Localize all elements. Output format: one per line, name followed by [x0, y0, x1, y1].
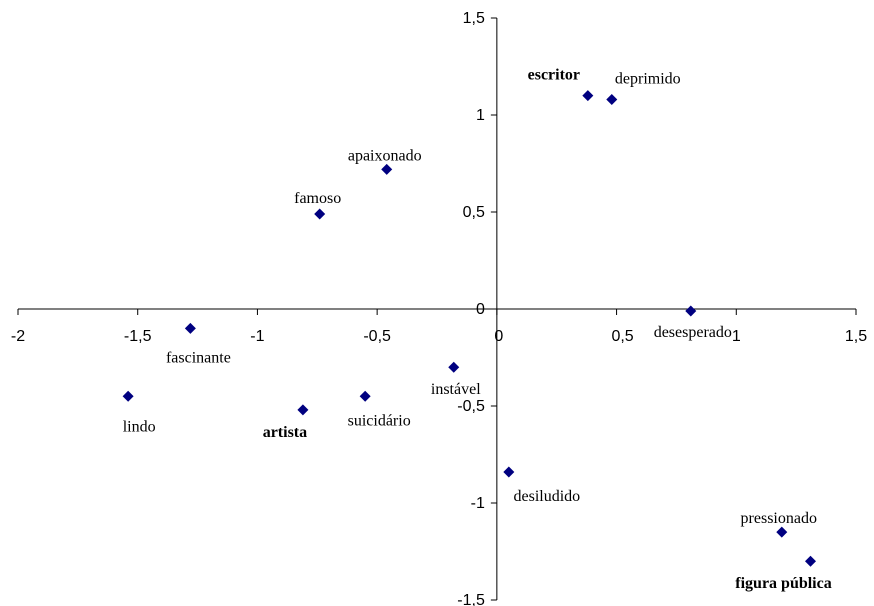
x-tick-label: 1 [732, 328, 741, 345]
x-tick-label: 0,5 [611, 328, 633, 345]
x-tick-label: 0 [494, 328, 503, 345]
data-point-label: lindo [123, 418, 156, 435]
data-points: escritor deprimido apaixonado famoso desespe… [122, 67, 832, 592]
data-point-marker [582, 90, 594, 102]
data-point-marker [503, 466, 515, 478]
data-point-marker [122, 390, 134, 402]
axes [17, 17, 857, 601]
data-point-label: escritor [528, 67, 580, 84]
data-point-label: instável [431, 381, 481, 398]
y-tick-label: 0 [476, 301, 485, 318]
data-point-marker [606, 93, 618, 105]
data-point-marker [685, 305, 697, 317]
data-point-label: famoso [294, 190, 341, 207]
data-point-marker [805, 555, 817, 567]
data-point-marker [776, 526, 788, 538]
x-tick-label: 1,5 [845, 328, 867, 345]
y-tick-label: -1 [471, 495, 485, 512]
data-point-label: desesperado [654, 324, 732, 341]
data-point-label: apaixonado [348, 147, 422, 164]
data-point-marker [359, 390, 371, 402]
data-point-marker [381, 163, 393, 175]
data-point-label: fascinante [166, 349, 231, 366]
y-tick-label: 1 [476, 107, 485, 124]
x-tick-label: -0,5 [363, 328, 391, 345]
data-point-label: suicidário [348, 412, 411, 429]
y-tick-label: 1,5 [463, 10, 485, 27]
data-point-label: figura pública [735, 575, 831, 592]
data-point-label: desiludido [513, 488, 580, 505]
x-tick-label: -1,5 [124, 328, 152, 345]
data-point-marker [448, 361, 460, 373]
data-point-marker [184, 322, 196, 334]
tick-labels: -2 -1,5 -1 -0,5 0 0,5 1 1,5 -1,5 -1 -0,5 0 0,5 1 1,5 [11, 10, 867, 606]
data-point-label: artista [263, 424, 307, 441]
data-point-marker [297, 404, 309, 416]
data-point-marker [314, 208, 326, 220]
y-tick-label: 0,5 [463, 204, 485, 221]
x-tick-label: -1 [250, 328, 264, 345]
data-point-label: pressionado [741, 510, 817, 527]
x-tick-label: -2 [11, 328, 25, 345]
y-tick-label: -0,5 [457, 398, 485, 415]
data-point-label: deprimido [615, 70, 681, 87]
y-tick-label: -1,5 [457, 592, 485, 606]
